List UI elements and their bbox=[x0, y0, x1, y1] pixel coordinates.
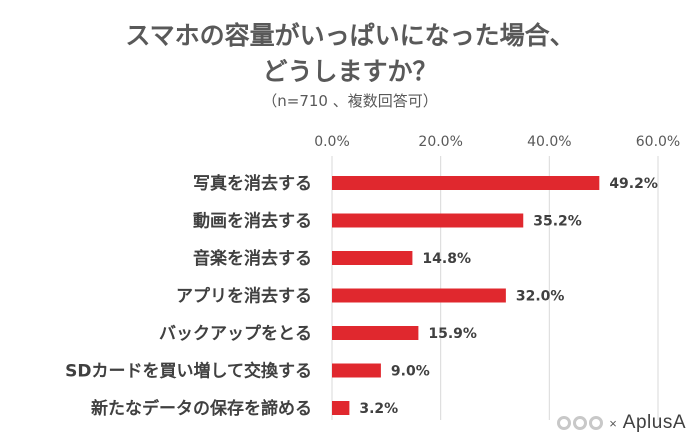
category-label: アプリを消去する bbox=[176, 286, 312, 307]
value-label: 14.8% bbox=[422, 251, 471, 267]
chart-subtitle: （n=710 、複数回答可） bbox=[262, 92, 438, 110]
logo-circles-icon bbox=[557, 416, 604, 430]
bar bbox=[332, 176, 600, 190]
chart-title-line1: スマホの容量がいっぱいになった場合、 bbox=[125, 21, 575, 50]
value-label: 3.2% bbox=[359, 401, 398, 417]
bar bbox=[332, 213, 524, 228]
x-tick-label: 20.0% bbox=[418, 134, 462, 150]
bar bbox=[332, 401, 350, 415]
value-label: 35.2% bbox=[533, 214, 582, 230]
category-label: 動画を消去する bbox=[193, 211, 312, 232]
category-label: 写真を消去する bbox=[193, 173, 312, 194]
bar bbox=[332, 363, 381, 378]
category-label: 音楽を消去する bbox=[193, 248, 312, 269]
brand-logo: × AplusA bbox=[557, 412, 686, 434]
value-label: 49.2% bbox=[609, 176, 658, 192]
bar bbox=[332, 251, 413, 265]
x-tick-label: 60.0% bbox=[636, 134, 680, 150]
bar bbox=[332, 326, 419, 340]
category-label: 新たなデータの保存を諦める bbox=[91, 398, 312, 419]
value-label: 9.0% bbox=[391, 364, 430, 380]
bar bbox=[332, 288, 506, 303]
category-label: バックアップをとる bbox=[159, 323, 312, 344]
logo-brand-text: AplusA bbox=[622, 412, 686, 433]
value-label: 32.0% bbox=[516, 289, 565, 305]
x-tick-label: 40.0% bbox=[527, 134, 571, 150]
chart-title-line2: どうしますか？ bbox=[262, 57, 438, 86]
value-label: 15.9% bbox=[428, 326, 477, 342]
category-label: SDカードを買い増して交換する bbox=[65, 361, 312, 382]
logo-times: × bbox=[609, 415, 617, 431]
x-tick-label: 0.0% bbox=[314, 134, 350, 150]
